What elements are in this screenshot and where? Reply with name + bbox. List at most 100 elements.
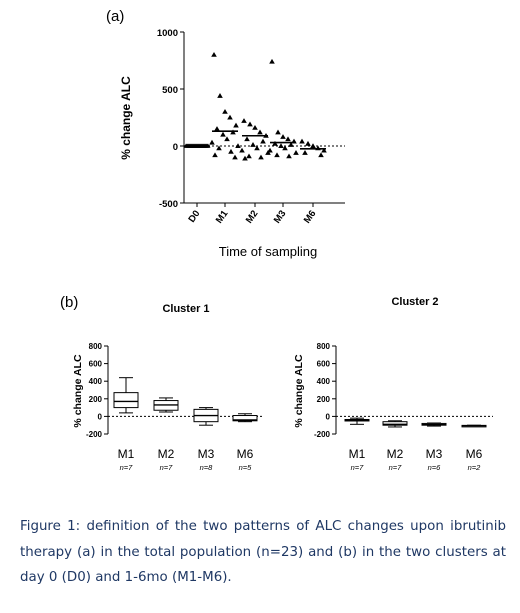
cluster-2-title: Cluster 2	[391, 296, 438, 308]
data-point-M3	[285, 136, 291, 142]
data-point-M1	[217, 93, 223, 98]
data-point-M2	[252, 124, 258, 130]
box-M6	[232, 415, 258, 422]
data-point-M6	[302, 150, 308, 155]
data-point-M2	[254, 145, 260, 151]
sample-size-label: n=8	[200, 463, 214, 472]
y-tick-label: -200	[86, 430, 103, 439]
x-tick-label: M1	[214, 208, 231, 226]
x-category-label: M3	[198, 447, 215, 461]
data-point-M2	[257, 129, 263, 135]
y-tick-label: -200	[314, 430, 331, 439]
panel-a-y-ticks: -500 0 500 1000	[157, 28, 184, 210]
data-point-M3	[293, 150, 299, 155]
data-point-M2	[242, 155, 248, 161]
y-tick-label: 400	[317, 377, 331, 386]
cluster-2-boxes	[344, 417, 487, 428]
cluster-2-y-ticks: -200 0 200 400 600 800	[314, 342, 336, 439]
data-point-M1	[211, 52, 217, 57]
cluster-1-y-ticks: -200 0 200 400 600 800	[86, 342, 108, 439]
panel-a-x-axis-title: Time of sampling	[219, 244, 318, 259]
data-point-M3	[288, 142, 294, 147]
y-tick-label: 200	[317, 395, 331, 404]
data-point-M1	[235, 143, 241, 148]
data-point-M1	[224, 136, 230, 142]
sample-size-label: n=7	[120, 463, 134, 472]
y-tick-label: 800	[89, 342, 103, 351]
y-tick-label: 0	[173, 142, 178, 153]
sample-size-label: n=7	[160, 463, 174, 472]
data-point-M3	[267, 147, 273, 153]
panel-b-cluster-2: Cluster 2 % change ALC -200 0 200 400 600 800…	[293, 296, 493, 472]
data-point-M3	[282, 145, 288, 151]
cluster-2-x-labels: M1 n=7 M2 n=7 M3 n=6 M6 n=2	[349, 447, 483, 472]
data-point-M6	[321, 147, 327, 153]
x-category-label: M6	[237, 447, 254, 461]
data-point-M2	[246, 153, 252, 159]
data-point-M2	[241, 118, 247, 123]
cluster-1-title: Cluster 1	[162, 303, 209, 315]
data-point-M2	[260, 138, 266, 144]
data-point-M2	[250, 142, 256, 147]
x-category-label: M6	[466, 447, 483, 461]
y-tick-label: 0	[98, 412, 103, 421]
panel-a-y-axis-title: % change ALC	[119, 76, 133, 160]
panel-a: (a) % change ALC Time of sampling -500 0 5…	[106, 8, 345, 259]
panel-a-data-points	[183, 52, 327, 161]
x-category-label: M1	[118, 447, 135, 461]
data-point-M1	[220, 131, 226, 137]
panel-b-cluster-1: Cluster 1 % change ALC -200 0 200 400 600 800…	[72, 303, 262, 472]
data-point-M2	[258, 154, 264, 160]
data-point-M3	[286, 153, 292, 159]
sample-size-label: n=5	[239, 463, 253, 472]
y-tick-label: 0	[326, 412, 331, 421]
panel-a-label: (a)	[106, 8, 124, 25]
y-tick-label: 1000	[157, 28, 178, 39]
panel-a-x-ticks: D0 M1 M2 M3 M6	[186, 203, 318, 226]
figure-caption: Figure 1: definition of the two patterns…	[20, 519, 506, 585]
x-tick-label: M6	[302, 208, 319, 225]
data-point-M2	[239, 147, 245, 153]
x-tick-label: M2	[244, 208, 261, 225]
x-category-label: M3	[426, 447, 443, 461]
box-M1	[113, 392, 139, 409]
data-point-M1	[222, 109, 228, 114]
y-tick-label: 600	[317, 360, 331, 369]
x-category-label: M2	[158, 447, 175, 461]
y-tick-label: 400	[89, 377, 103, 386]
data-point-M1	[233, 122, 239, 128]
data-point-M6	[299, 138, 305, 144]
data-point-M3	[274, 152, 280, 158]
cluster-1-boxes	[113, 377, 258, 426]
y-tick-label: 600	[89, 360, 103, 369]
data-point-M6	[310, 143, 316, 148]
data-point-M1	[214, 126, 220, 131]
data-point-M1	[212, 152, 218, 158]
data-point-M6	[305, 140, 311, 146]
x-category-label: M2	[387, 447, 404, 461]
x-category-label: M1	[349, 447, 366, 461]
data-point-M6	[318, 152, 324, 158]
y-tick-label: 500	[162, 85, 178, 96]
data-point-M3	[280, 134, 286, 139]
sample-size-label: n=2	[468, 463, 482, 472]
sample-size-label: n=7	[389, 463, 403, 472]
data-point-M1	[228, 148, 234, 154]
box-M2	[382, 421, 408, 426]
panel-b-label: (b)	[60, 294, 78, 311]
y-tick-label: 800	[317, 342, 331, 351]
sample-size-label: n=7	[351, 463, 365, 472]
data-point-M1	[227, 114, 233, 120]
data-point-M3	[278, 143, 284, 148]
cluster-2-y-axis-title: % change ALC	[293, 354, 305, 428]
sample-size-label: n=6	[428, 463, 442, 472]
y-tick-label: 200	[89, 395, 103, 404]
cluster-1-x-labels: M1 n=7 M2 n=7 M3 n=8 M6 n=5	[118, 447, 254, 472]
data-point-M3	[269, 58, 275, 64]
data-point-M1	[232, 154, 238, 160]
panel-b: (b) Cluster 1 % change ALC -200 0 200 400 60…	[60, 294, 493, 472]
data-point-M1	[216, 145, 222, 151]
data-point-M1	[209, 139, 215, 145]
figure-canvas: (a) % change ALC Time of sampling -500 0 5…	[60, 8, 493, 472]
panel-a-median-lines	[184, 130, 326, 150]
